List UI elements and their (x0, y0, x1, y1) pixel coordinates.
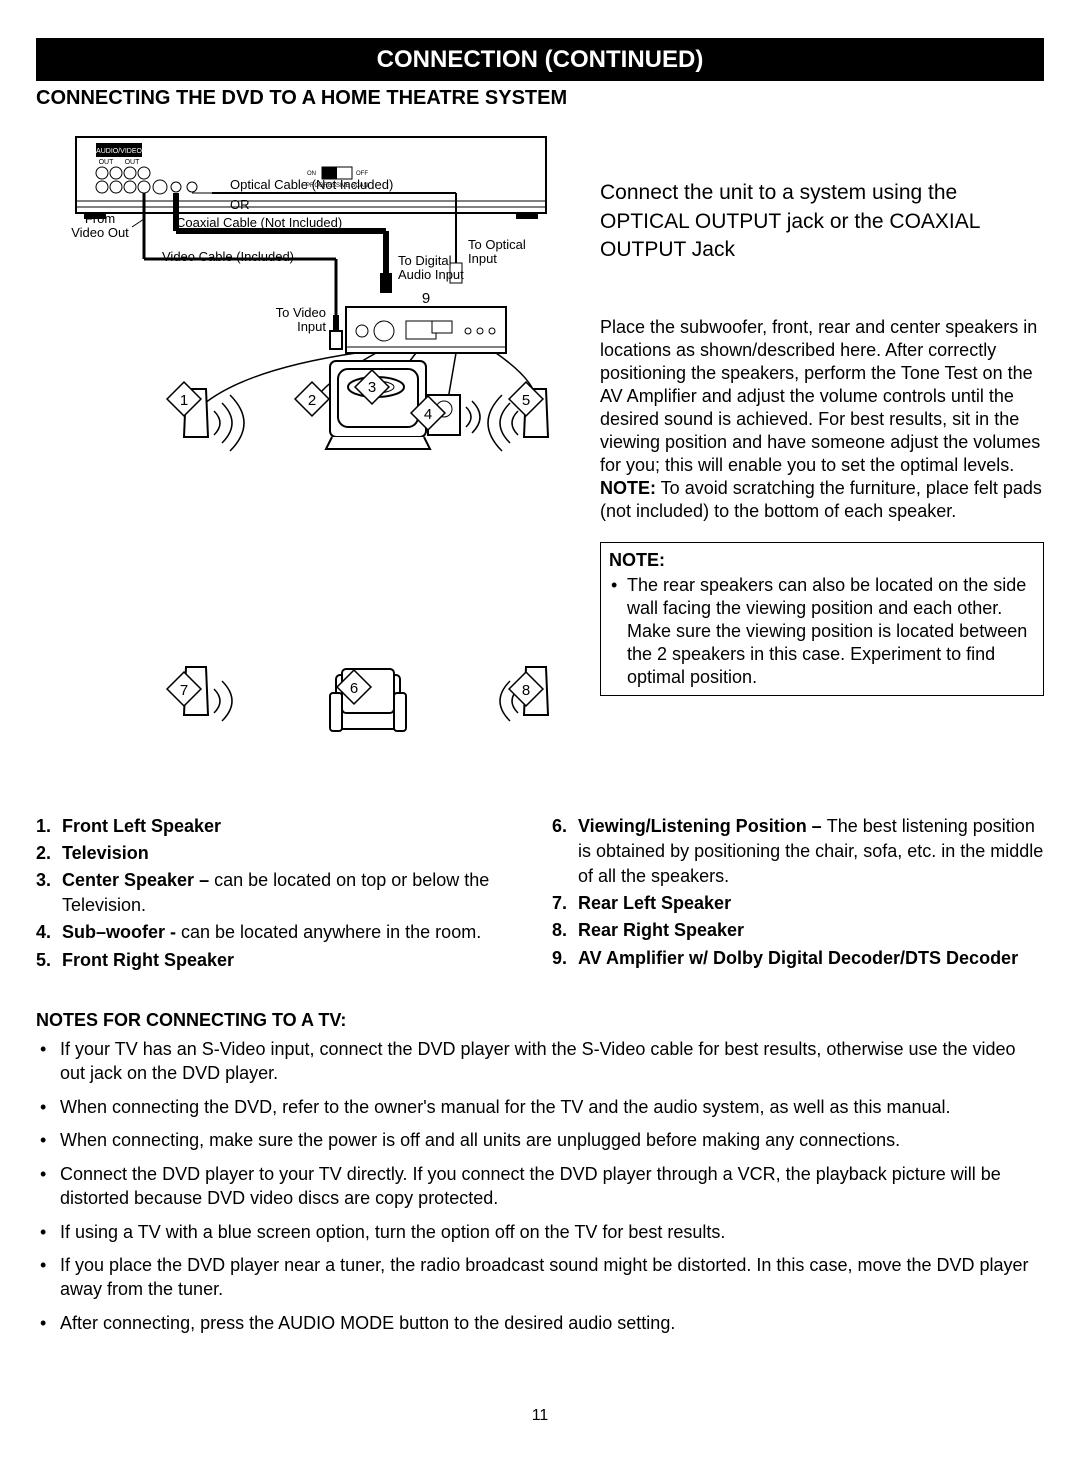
legend-item: 5.Front Right Speaker (36, 948, 528, 973)
page-number: 11 (36, 1406, 1044, 1427)
diagram-column: AUDIO/VIDEO OUT OUT ON OFF PROGRESSIVE S… (36, 131, 576, 797)
callout-7: 7 (180, 682, 188, 699)
note-prefix: NOTE: (600, 478, 656, 498)
section-subtitle: CONNECTING THE DVD TO A HOME THEATRE SYS… (36, 85, 1044, 111)
connect-instruction: Connect the unit to a system using the O… (600, 179, 1044, 264)
tv-note-item: If you place the DVD player near a tuner… (36, 1254, 1044, 1302)
television (326, 361, 430, 449)
label-to-optical2: Input (468, 251, 497, 266)
label-to-digital1: To Digital (398, 253, 452, 268)
label-out2: OUT (125, 159, 141, 166)
label-or: OR (230, 197, 250, 212)
label-to-optical1: To Optical (468, 237, 526, 252)
callout-6: 6 (350, 680, 358, 697)
note-box-item: The rear speakers can also be located on… (609, 574, 1035, 689)
legend-item: 8.Rear Right Speaker (552, 918, 1044, 943)
tv-note-item: When connecting the DVD, refer to the ow… (36, 1096, 1044, 1120)
tv-note-item: If your TV has an S-Video input, connect… (36, 1038, 1044, 1086)
label-from-video2: Video Out (71, 225, 129, 240)
right-column: Connect the unit to a system using the O… (600, 131, 1044, 797)
label-from-video1: From (85, 211, 115, 226)
legend-item: 3.Center Speaker – can be located on top… (36, 868, 528, 918)
legend: 1.Front Left Speaker2.Television3.Center… (36, 814, 1044, 975)
connection-diagram: AUDIO/VIDEO OUT OUT ON OFF PROGRESSIVE S… (36, 131, 576, 791)
placement-text: Place the subwoofer, front, rear and cen… (600, 316, 1044, 523)
tv-notes-header: NOTES FOR CONNECTING TO A TV: (36, 1009, 1044, 1032)
legend-item: 9.AV Amplifier w/ Dolby Digital Decoder/… (552, 946, 1044, 971)
callout-1: 1 (180, 392, 188, 409)
legend-right: 6.Viewing/Listening Position – The best … (552, 814, 1044, 975)
label-audio-video: AUDIO/VIDEO (96, 148, 142, 155)
legend-left: 1.Front Left Speaker2.Television3.Center… (36, 814, 528, 975)
top-section: AUDIO/VIDEO OUT OUT ON OFF PROGRESSIVE S… (36, 131, 1044, 797)
callout-9-num: 9 (422, 290, 430, 307)
label-video-cable: Video Cable (Included) (162, 249, 294, 264)
callout-8: 8 (522, 682, 530, 699)
legend-item: 2.Television (36, 841, 528, 866)
placement-body: Place the subwoofer, front, rear and cen… (600, 317, 1040, 475)
tv-note-item: Connect the DVD player to your TV direct… (36, 1163, 1044, 1211)
tv-note-item: If using a TV with a blue screen option,… (36, 1221, 1044, 1245)
note-box: NOTE: The rear speakers can also be loca… (600, 542, 1044, 696)
callout-4: 4 (424, 406, 432, 423)
legend-item: 6.Viewing/Listening Position – The best … (552, 814, 1044, 890)
callout-2: 2 (308, 392, 316, 409)
callout-5: 5 (522, 392, 530, 409)
page-title-bar: CONNECTION (CONTINUED) (36, 38, 1044, 81)
legend-item: 7.Rear Left Speaker (552, 891, 1044, 916)
label-out1: OUT (99, 159, 115, 166)
label-to-video1: To Video (276, 305, 326, 320)
label-to-video2: Input (297, 319, 326, 334)
tv-notes-list: If your TV has an S-Video input, connect… (36, 1038, 1044, 1336)
label-to-digital2: Audio Input (398, 267, 464, 282)
tv-note-item: After connecting, press the AUDIO MODE b… (36, 1312, 1044, 1336)
tv-note-item: When connecting, make sure the power is … (36, 1129, 1044, 1153)
legend-item: 1.Front Left Speaker (36, 814, 528, 839)
label-optical: Optical Cable (Not Included) (230, 177, 393, 192)
legend-item: 4.Sub–woofer - can be located anywhere i… (36, 920, 528, 945)
note-box-header: NOTE: (609, 549, 1035, 572)
note-body: To avoid scratching the furniture, place… (600, 478, 1042, 521)
viewing-position (330, 669, 406, 731)
label-coax: Coaxial Cable (Not Included) (176, 215, 342, 230)
callout-3: 3 (368, 379, 376, 396)
